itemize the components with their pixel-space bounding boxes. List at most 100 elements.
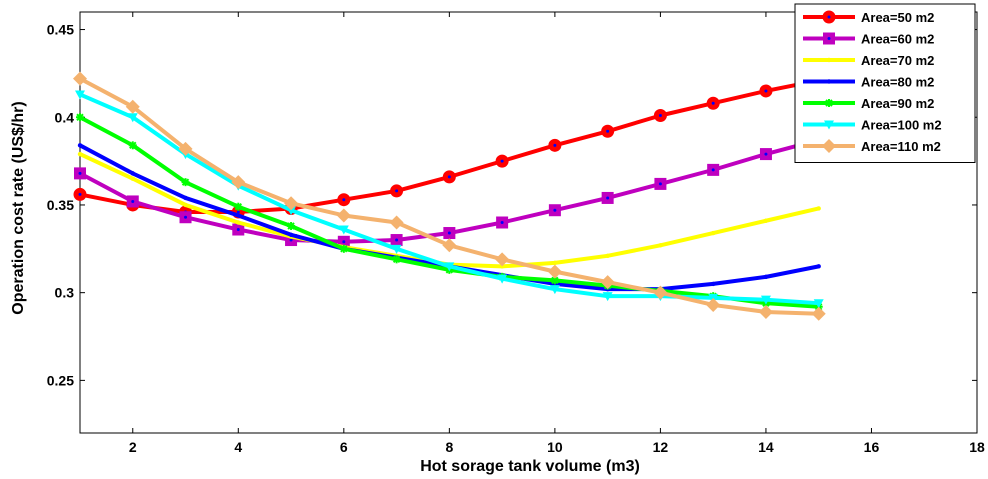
data-point	[706, 297, 721, 312]
data-point-center	[342, 240, 346, 244]
data-point-center	[236, 210, 240, 214]
y-tick-label: 0.3	[55, 285, 75, 301]
data-point	[77, 151, 83, 157]
legend-label: Area=60 m2	[861, 32, 934, 47]
data-point	[816, 264, 821, 269]
data-point-center	[711, 101, 715, 105]
data-point	[183, 195, 188, 201]
x-tick-label: 8	[445, 439, 453, 455]
data-point-center	[342, 198, 346, 202]
data-point	[231, 175, 246, 190]
data-point	[287, 222, 296, 231]
legend-item: Area=50 m2	[803, 10, 934, 25]
data-point	[547, 264, 562, 279]
data-point-center	[764, 152, 768, 156]
legend-item: Area=110 m2	[803, 139, 941, 154]
data-point	[602, 292, 613, 302]
data-point-stroke	[181, 178, 190, 186]
x-tick-label: 4	[234, 439, 242, 455]
data-point	[816, 206, 821, 211]
x-tick-label: 16	[864, 439, 880, 455]
data-point	[763, 274, 769, 280]
series-layer	[73, 71, 826, 321]
data-point-center	[553, 143, 557, 147]
data-point	[339, 244, 348, 253]
data-point	[822, 139, 836, 153]
legend-label: Area=80 m2	[861, 75, 934, 90]
data-point-stroke	[551, 276, 559, 285]
data-point	[130, 171, 135, 176]
y-tick-label: 0.35	[47, 197, 74, 213]
x-tick-label: 10	[547, 439, 563, 455]
data-point-stroke	[825, 99, 833, 107]
data-point	[130, 176, 135, 181]
data-point-stroke	[234, 203, 243, 211]
data-point-center	[827, 15, 831, 19]
data-point-center	[395, 189, 399, 193]
x-tick-label: 2	[129, 439, 137, 455]
data-point-stroke	[340, 245, 348, 253]
data-point-stroke	[392, 255, 401, 264]
x-tick-label: 18	[969, 439, 985, 455]
data-point-center	[764, 89, 768, 93]
data-point-center	[711, 168, 715, 172]
legend-item: Area=70 m2	[803, 53, 934, 68]
axis-ticks: 2 4 6 8 10 12 14 16 18 0.25 0.3 0.35 0.4 0.45	[47, 12, 985, 455]
data-point	[234, 202, 243, 211]
data-point	[760, 295, 771, 305]
y-axis-title: Operation cost rate (US$/hr)	[10, 101, 27, 314]
data-point-center	[236, 228, 240, 232]
data-point	[495, 252, 510, 267]
data-point	[442, 238, 457, 253]
data-point-center	[78, 171, 82, 175]
data-point	[444, 262, 455, 272]
data-point-center	[500, 159, 504, 163]
data-point	[653, 285, 668, 300]
data-point	[605, 253, 610, 259]
data-point	[76, 113, 84, 122]
data-point-center	[447, 231, 451, 235]
data-point-center	[553, 208, 557, 212]
x-tick-label: 6	[340, 439, 348, 455]
data-point-center	[395, 238, 399, 242]
data-point	[758, 304, 773, 319]
series-7	[73, 71, 826, 321]
data-point-center	[131, 199, 135, 203]
data-point	[236, 220, 241, 225]
legend-label: Area=50 m2	[861, 10, 934, 25]
data-point	[811, 306, 826, 321]
data-point	[710, 281, 716, 287]
data-point	[128, 141, 137, 150]
data-point-center	[606, 196, 610, 200]
data-point-stroke	[287, 222, 295, 230]
x-tick-label: 12	[653, 439, 669, 455]
data-point	[824, 120, 834, 130]
data-point	[389, 215, 404, 230]
data-point	[391, 244, 402, 254]
data-point	[75, 90, 85, 100]
data-point-center	[658, 182, 662, 186]
data-point-center	[447, 175, 451, 179]
legend-label: Area=70 m2	[861, 53, 934, 68]
data-point	[600, 275, 615, 290]
legend-label: Area=90 m2	[861, 96, 934, 111]
data-point-center	[289, 238, 293, 242]
data-point	[825, 99, 833, 107]
data-point	[288, 232, 294, 237]
legend-item: Area=80 m2	[803, 75, 934, 90]
data-point	[127, 113, 138, 123]
data-point	[286, 206, 297, 216]
y-tick-label: 0.4	[55, 109, 75, 125]
data-point	[549, 285, 560, 295]
data-point	[338, 225, 349, 235]
legend-item: Area=100 m2	[803, 118, 942, 133]
data-point-center	[500, 221, 504, 224]
data-point	[77, 143, 83, 148]
data-point	[499, 264, 505, 269]
data-point	[236, 213, 241, 218]
legend-item: Area=90 m2	[803, 96, 934, 111]
data-point	[392, 255, 401, 264]
legend-item: Area=60 m2	[803, 32, 934, 47]
data-point	[181, 178, 190, 187]
data-point	[125, 99, 140, 114]
